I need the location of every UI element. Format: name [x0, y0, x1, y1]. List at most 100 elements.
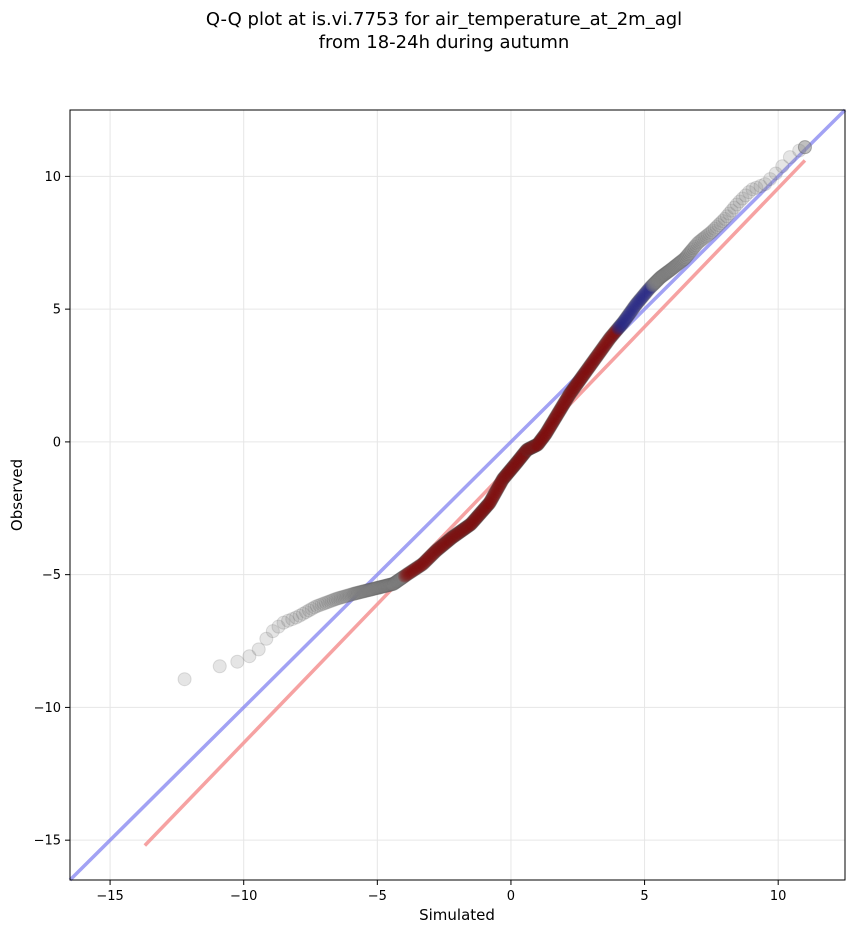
qq-point	[496, 470, 511, 485]
qq-point	[507, 457, 522, 472]
qq-point	[475, 503, 490, 518]
qq-point	[617, 313, 632, 328]
qq-point	[461, 518, 476, 533]
qq-point	[665, 261, 680, 276]
qq-point	[667, 260, 682, 275]
qq-point	[295, 606, 310, 621]
qq-point	[455, 523, 470, 538]
qq-point	[541, 422, 556, 437]
qq-point	[552, 403, 567, 418]
qq-point	[510, 454, 525, 469]
qq-point	[678, 250, 693, 265]
qq-point	[586, 354, 601, 369]
qq-point	[452, 524, 467, 539]
qq-point	[649, 274, 664, 289]
qq-point	[567, 379, 582, 394]
qq-point	[316, 596, 331, 611]
qq-point	[465, 515, 480, 530]
qq-point	[465, 515, 480, 530]
qq-point	[615, 315, 630, 330]
qq-point	[456, 522, 471, 537]
qq-point	[528, 438, 543, 453]
qq-point	[453, 524, 468, 539]
qq-point	[445, 530, 460, 545]
qq-point	[507, 458, 522, 473]
qq-point	[609, 323, 624, 338]
qq-point	[625, 302, 640, 317]
qq-point	[449, 527, 464, 542]
qq-point	[617, 314, 632, 329]
qq-point	[523, 441, 538, 456]
qq-point	[505, 460, 520, 475]
qq-point	[482, 496, 497, 511]
qq-point	[551, 405, 566, 420]
qq-point	[564, 384, 579, 399]
qq-point	[609, 322, 624, 337]
qq-point	[605, 328, 620, 343]
qq-point	[593, 344, 608, 359]
qq-point	[652, 271, 667, 286]
qq-point	[521, 441, 536, 456]
qq-point	[492, 478, 507, 493]
qq-point	[582, 359, 597, 374]
qq-point	[473, 506, 488, 521]
qq-point	[647, 276, 662, 291]
qq-point	[577, 366, 592, 381]
qq-point	[414, 557, 429, 572]
qq-point	[554, 399, 569, 414]
qq-point	[486, 489, 501, 504]
qq-point	[487, 486, 502, 501]
qq-point	[478, 500, 493, 515]
qq-point	[419, 553, 434, 568]
qq-point	[338, 589, 353, 604]
qq-point	[543, 418, 558, 433]
qq-point	[680, 248, 695, 263]
qq-point	[402, 565, 417, 580]
y-tick-label: 0	[53, 435, 61, 450]
qq-point	[410, 560, 425, 575]
qq-point	[463, 517, 478, 532]
qq-point	[540, 423, 555, 438]
qq-point	[333, 590, 348, 605]
qq-point	[513, 451, 528, 466]
qq-point	[509, 455, 524, 470]
qq-point	[393, 571, 408, 586]
qq-point	[437, 536, 452, 551]
qq-point	[610, 321, 625, 336]
qq-point	[599, 335, 614, 350]
qq-point	[251, 642, 266, 657]
qq-point	[588, 351, 603, 366]
qq-point	[573, 371, 588, 386]
qq-point	[753, 179, 768, 194]
qq-point	[575, 369, 590, 384]
x-tick-label: −10	[230, 889, 257, 904]
qq-point	[384, 577, 399, 592]
qq-point	[476, 503, 491, 518]
qq-point	[370, 580, 385, 595]
qq-point	[484, 492, 499, 507]
qq-point	[549, 408, 564, 423]
qq-point	[533, 434, 548, 449]
qq-point	[521, 442, 536, 457]
qq-point	[407, 562, 422, 577]
qq-point	[413, 558, 428, 573]
qq-point	[563, 386, 578, 401]
qq-point	[459, 520, 474, 535]
qq-point	[435, 538, 450, 553]
qq-point	[289, 610, 304, 625]
qq-point	[683, 244, 698, 259]
qq-point	[336, 589, 351, 604]
qq-point	[568, 379, 583, 394]
qq-point	[462, 518, 477, 533]
qq-point	[578, 365, 593, 380]
qq-point	[491, 479, 506, 494]
qq-point	[551, 406, 566, 421]
qq-point	[525, 440, 540, 455]
qq-point	[532, 434, 547, 449]
qq-point	[551, 405, 566, 420]
qq-point	[328, 592, 343, 607]
qq-point	[410, 560, 425, 575]
qq-point	[582, 360, 597, 375]
qq-point	[460, 519, 475, 534]
qq-point	[640, 284, 655, 299]
